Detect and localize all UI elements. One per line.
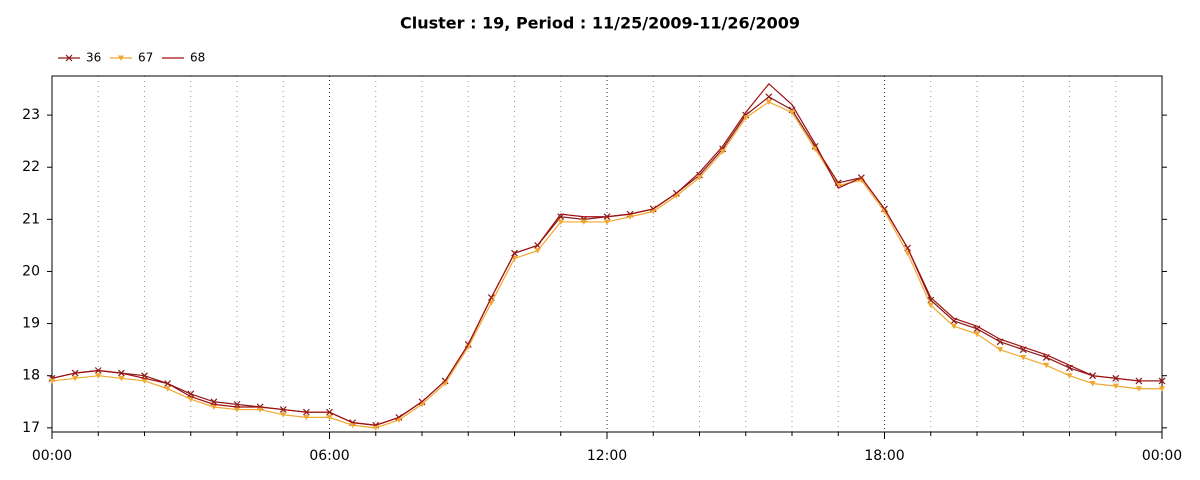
point	[187, 396, 194, 403]
point	[303, 414, 310, 421]
point	[974, 331, 980, 338]
point	[719, 145, 727, 153]
point	[765, 99, 772, 106]
x-tick-label: 00:00	[32, 448, 72, 464]
point	[234, 407, 240, 413]
x-tick-label: 06:00	[309, 448, 349, 464]
point	[1112, 383, 1119, 390]
y-tick-label: 20	[22, 263, 40, 279]
point	[997, 347, 1004, 353]
point	[372, 425, 379, 431]
point	[650, 209, 657, 215]
point	[789, 109, 795, 116]
point	[349, 422, 356, 429]
legend-label: 67	[138, 51, 153, 65]
point	[1135, 386, 1142, 392]
point	[49, 378, 55, 384]
point	[950, 323, 957, 330]
plot-frame	[51, 75, 1163, 433]
point	[742, 115, 749, 121]
point	[1066, 373, 1073, 379]
point	[742, 111, 750, 119]
y-tick-label: 22	[22, 159, 40, 175]
point	[164, 386, 171, 392]
chart-title: Cluster : 19, Period : 11/25/2009-11/26/…	[400, 14, 800, 33]
series-line	[51, 82, 1162, 426]
point	[280, 412, 287, 418]
x-tick-label: 12:00	[587, 448, 627, 464]
point	[580, 219, 587, 225]
point	[719, 149, 726, 155]
point	[627, 214, 634, 220]
x-tick-label: 18:00	[864, 448, 904, 464]
y-tick-label: 19	[22, 316, 40, 332]
x-tick-label: 00:00	[1142, 448, 1182, 464]
point	[1089, 381, 1096, 387]
legend-marker	[118, 55, 124, 61]
point	[395, 417, 402, 424]
legend-label: 68	[190, 51, 205, 65]
point	[557, 219, 564, 225]
point	[927, 302, 934, 309]
point	[1159, 386, 1165, 392]
point	[580, 215, 588, 223]
y-tick-label: 18	[22, 368, 40, 384]
point	[141, 378, 148, 384]
point	[765, 93, 773, 101]
point	[257, 407, 264, 413]
y-tick-label: 23	[22, 107, 40, 123]
point	[696, 175, 703, 181]
y-tick-label: 17	[22, 420, 40, 436]
point	[534, 248, 541, 254]
legend-label: 36	[86, 51, 101, 65]
y-tick-label: 21	[22, 211, 40, 227]
point	[326, 414, 333, 421]
point	[95, 373, 102, 379]
point	[1043, 362, 1050, 369]
legend-marker	[65, 54, 73, 62]
point	[604, 219, 610, 225]
point	[696, 171, 703, 179]
point	[1020, 354, 1027, 361]
series-line	[51, 96, 1162, 426]
point	[210, 404, 217, 410]
point	[72, 375, 79, 382]
point	[118, 375, 125, 382]
